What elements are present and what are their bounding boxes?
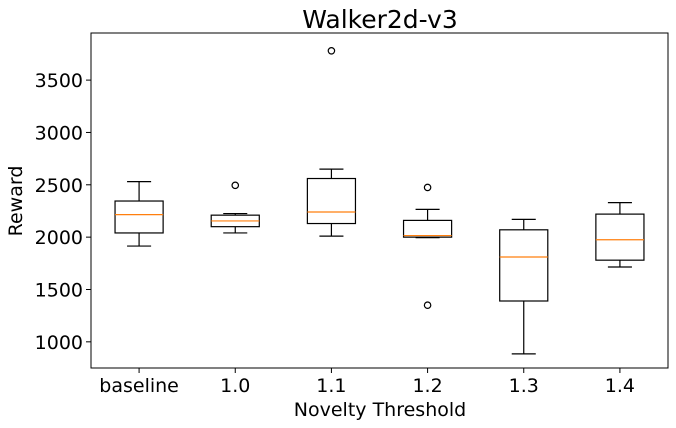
box-1.0: [210, 181, 260, 234]
box-1.3: [499, 218, 549, 355]
outlier-point: [423, 301, 432, 309]
x-tick-label: baseline: [99, 375, 179, 397]
box-iqr: [499, 229, 549, 302]
plot-frame: [90, 32, 669, 369]
x-axis-label: Novelty Threshold: [294, 399, 466, 421]
x-tick-label: 1.1: [316, 375, 346, 397]
y-tick-label: 3500: [35, 70, 83, 92]
box-1.2: [402, 183, 453, 309]
box-iqr: [306, 177, 357, 225]
box-1.4: [595, 201, 645, 268]
box-iqr: [402, 219, 453, 238]
y-tick-label: 1000: [35, 332, 83, 354]
x-tick-label: 1.0: [220, 375, 250, 397]
x-tick-label: 1.4: [605, 375, 635, 397]
plot-area: 1000 1500 2000 2500 3000 3500 baseline 1.0 1.1 1.…: [35, 32, 669, 397]
outlier-point: [423, 183, 432, 192]
box-1.1: [306, 46, 357, 237]
box-baseline: [114, 181, 164, 247]
x-tick-label: 1.2: [412, 375, 442, 397]
y-tick-label: 3000: [35, 122, 83, 144]
y-tick-label: 1500: [35, 279, 83, 301]
box-iqr: [595, 213, 645, 261]
x-tick-label: 1.3: [509, 375, 539, 397]
y-tick-label: 2500: [35, 175, 83, 197]
y-axis-label: Reward: [5, 166, 27, 237]
chart-title: Walker2d-v3: [302, 5, 457, 34]
y-tick-label: 2000: [35, 227, 83, 249]
outlier-point: [327, 46, 336, 55]
box-iqr: [114, 200, 164, 234]
outlier-point: [231, 181, 240, 190]
